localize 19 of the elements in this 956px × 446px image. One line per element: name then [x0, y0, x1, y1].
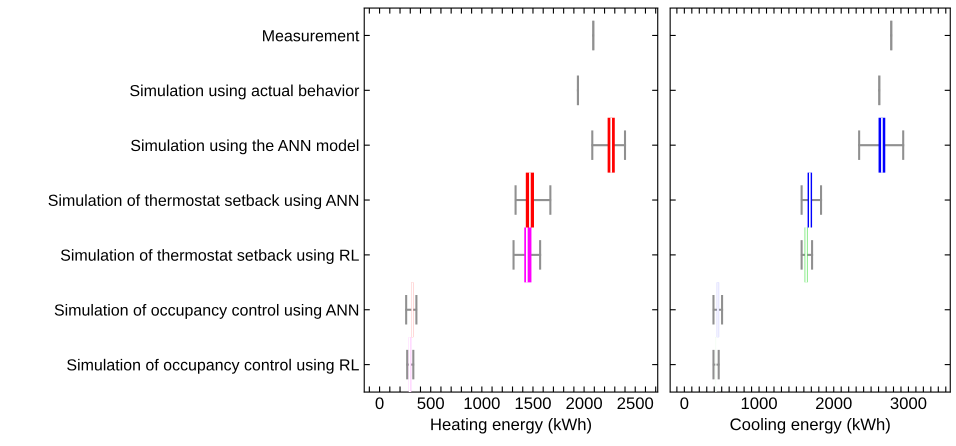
- x-tick-label: 3000: [890, 397, 926, 410]
- y-tick-label: Measurement: [263, 30, 360, 42]
- y-tick-label: Simulation using actual behavior: [130, 84, 360, 100]
- x-tick-label: 2000: [816, 397, 852, 410]
- x-axis-title: Cooling energy (kWh): [730, 418, 890, 434]
- x-tick-label: 500: [417, 397, 444, 410]
- x-tick-label: 0: [376, 397, 384, 410]
- y-tick-label: Simulation of occupancy control using RL: [67, 358, 359, 374]
- x-tick-label: 0: [680, 397, 688, 410]
- x-tick-label: 2000: [566, 397, 602, 410]
- y-tick-label: Simulation using the ANN model: [131, 139, 358, 154]
- y-tick-label: Simulation of thermostat setback using RL: [60, 249, 359, 264]
- y-tick-label: Simulation of thermostat setback using ANN: [48, 194, 358, 210]
- x-tick-label: 1500: [516, 397, 551, 410]
- y-tick-label: Simulation of occupancy control using ANN: [54, 304, 358, 319]
- x-tick-label: 1000: [742, 397, 777, 410]
- x-tick-label: 1000: [464, 397, 500, 410]
- x-tick-label: 2500: [618, 397, 654, 410]
- x-axis-title: Heating energy (kWh): [431, 418, 592, 434]
